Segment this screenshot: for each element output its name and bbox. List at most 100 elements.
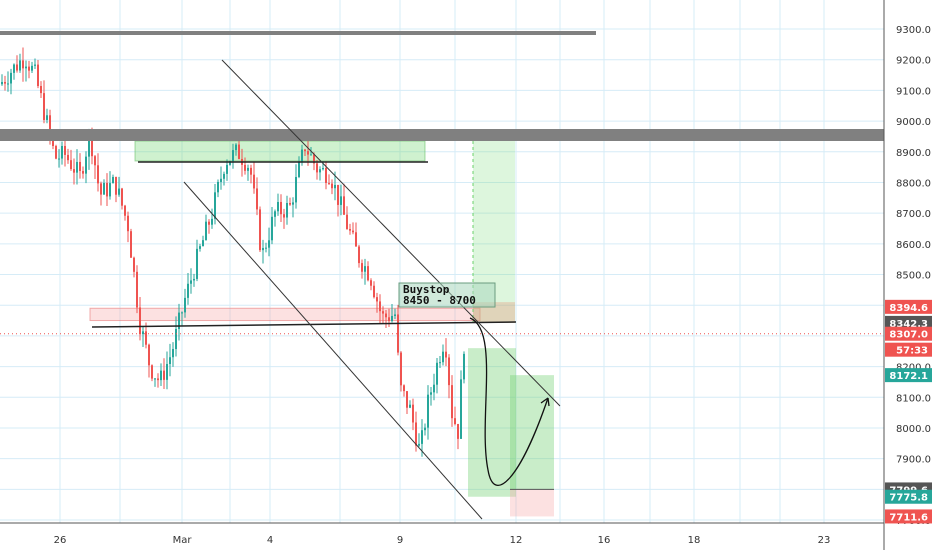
candle-body <box>304 149 306 152</box>
candle-body <box>73 169 75 173</box>
projection-arrowhead <box>540 397 550 407</box>
price-tick-label: 8200.0 <box>896 363 931 374</box>
candle-body <box>355 232 357 247</box>
candle-body <box>373 285 375 298</box>
price-tick-label: 9200.0 <box>896 56 931 67</box>
candle-body <box>109 183 111 197</box>
price-tag-label: 8172.1 <box>889 371 928 382</box>
candle-body <box>76 161 78 173</box>
time-tick-label: 4 <box>267 535 273 546</box>
candle-body <box>136 271 138 308</box>
time-tick-label: 16 <box>598 535 611 546</box>
candle-body <box>442 351 444 363</box>
candle-body <box>196 248 198 279</box>
candle-body <box>61 145 63 159</box>
candle-body <box>448 357 450 386</box>
candle-body <box>151 365 153 379</box>
projection-curve <box>469 317 549 486</box>
candle-body <box>433 384 435 393</box>
candle-body <box>190 280 192 284</box>
candle-body <box>205 221 207 241</box>
candle-body <box>160 370 162 381</box>
red-zone-entry <box>89 307 481 322</box>
candle-body <box>280 201 282 215</box>
candle-body <box>223 173 225 179</box>
candle-body <box>115 176 117 195</box>
candle-body <box>352 230 354 233</box>
price-tick-label: 9000.0 <box>896 117 931 128</box>
candle-body <box>418 443 420 446</box>
resistance-bar-main <box>0 129 884 141</box>
candle-body <box>94 156 96 166</box>
candle-body <box>154 378 156 380</box>
candle-body <box>43 93 45 120</box>
candle-body <box>220 178 222 182</box>
candle-body <box>133 257 135 272</box>
candle-body <box>181 312 183 314</box>
long-stop-zone <box>510 489 554 517</box>
candle-body <box>397 314 399 353</box>
candle-body <box>19 60 21 71</box>
time-tick-label: 26 <box>54 535 67 546</box>
candle-body <box>172 349 174 358</box>
candle-body <box>244 164 246 171</box>
candle-body <box>253 174 255 189</box>
candle-body <box>211 218 213 225</box>
candle-body <box>64 145 66 155</box>
candle-body <box>358 246 360 264</box>
candle-body <box>370 280 372 286</box>
candle-body <box>331 183 333 189</box>
candle-body <box>175 328 177 350</box>
candle-body <box>130 231 132 258</box>
price-tag-label: 8342.3 <box>889 319 928 330</box>
candle-body <box>208 221 210 225</box>
price-tick-label: 8100.0 <box>896 393 931 404</box>
time-tick-label: 23 <box>818 535 831 546</box>
chart-grid <box>0 0 884 523</box>
channel-upper <box>221 59 561 407</box>
price-tag-label: 8394.6 <box>889 303 928 314</box>
candle-body <box>409 404 411 408</box>
candle-body <box>139 307 141 335</box>
candle-body <box>124 205 126 216</box>
candle-body <box>334 184 336 189</box>
buystop-label: Buystop <box>403 283 450 296</box>
candle-body <box>235 144 237 151</box>
price-axis[interactable]: 9300.0 9200.0 9100.0 9000.0 8900.0 8800.0 8700… <box>883 0 931 550</box>
candle-body <box>106 182 108 197</box>
candle-body <box>349 229 351 231</box>
candle-body <box>169 357 171 365</box>
price-tag-bg <box>885 315 932 330</box>
channel-lower <box>183 181 483 520</box>
candle-body <box>85 156 87 174</box>
price-tag-label: 57:33 <box>896 346 928 357</box>
candle-body <box>340 196 342 205</box>
candle-body <box>199 246 201 249</box>
candle-body <box>382 311 384 314</box>
candle-body <box>79 161 81 171</box>
candle-body <box>10 72 12 84</box>
price-tag-bg <box>885 509 932 524</box>
candle-body <box>313 154 315 164</box>
candle-body <box>367 266 369 281</box>
candle-body <box>328 182 330 184</box>
candle-body <box>388 317 390 322</box>
price-tag-bg <box>885 489 932 504</box>
candle-body <box>31 65 33 71</box>
candle-body <box>58 158 60 160</box>
candle-body <box>82 170 84 174</box>
candle-body <box>406 391 408 408</box>
candle-body <box>337 184 339 205</box>
time-axis[interactable]: 26 Mar 4 9 12 16 18 23 <box>0 522 884 546</box>
candle-body <box>436 362 438 385</box>
price-tag-label: 8307.0 <box>889 330 928 341</box>
candle-body <box>70 160 72 170</box>
candle-body <box>256 188 258 210</box>
candle-body <box>184 297 186 313</box>
price-tick-label: 8500.0 <box>896 271 931 282</box>
candle-body <box>214 192 216 219</box>
buystop-box <box>398 282 496 308</box>
candle-body <box>301 149 303 163</box>
price-tick-label: 9100.0 <box>896 86 931 97</box>
